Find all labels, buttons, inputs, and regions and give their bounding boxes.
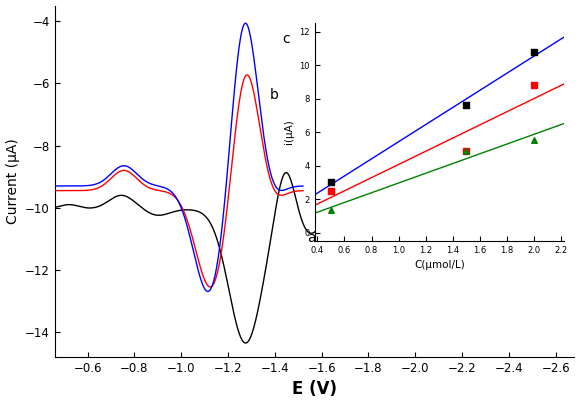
Text: a: a bbox=[307, 231, 316, 245]
X-axis label: E (V): E (V) bbox=[292, 381, 337, 398]
Text: c: c bbox=[282, 32, 289, 46]
Y-axis label: Current (μA): Current (μA) bbox=[6, 139, 20, 224]
Text: b: b bbox=[270, 88, 279, 102]
